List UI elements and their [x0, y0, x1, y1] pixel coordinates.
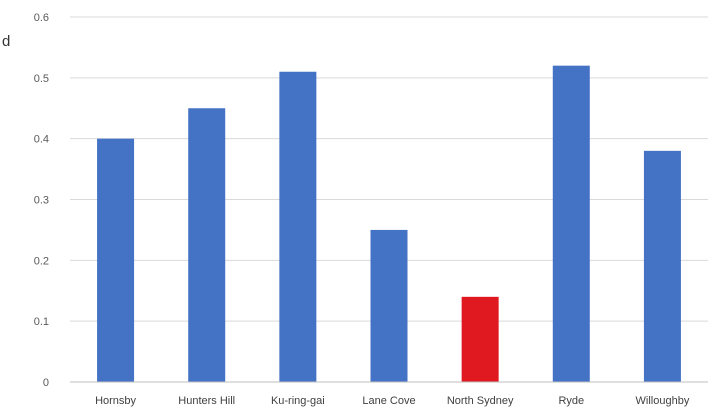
bar-lane-cove [370, 229, 408, 382]
bars [97, 65, 681, 383]
x-category-label: Hornsby [95, 395, 136, 407]
y-tick-label: 0 [43, 377, 49, 389]
y-tick-label: 0.4 [34, 134, 49, 146]
bar-ryde [552, 65, 590, 383]
y-tick-label: 0.5 [34, 73, 49, 85]
y-tick-label: 0.6 [34, 12, 49, 24]
x-category-label: North Sydney [447, 395, 514, 407]
y-tick-label: 0.3 [34, 195, 49, 207]
y-tick-label: 0.2 [34, 255, 49, 267]
y-tick-label: 0.1 [34, 316, 49, 328]
gridlines [70, 16, 708, 322]
x-category-label: Lane Cove [362, 395, 415, 407]
bar-ku-ring-gai [279, 71, 317, 382]
cropped-edge-text: d [2, 33, 10, 50]
x-category-label: Willoughby [636, 395, 690, 407]
bar-hornsby [97, 138, 135, 382]
x-category-label: Ku-ring-gai [271, 395, 325, 407]
y-axis-tick-labels: 0 0.1 0.2 0.3 0.4 0.5 0.6 [34, 12, 49, 389]
x-category-label: Hunters Hill [178, 395, 235, 407]
x-axis-category-labels: Hornsby Hunters Hill Ku-ring-gai Lane Cove N… [95, 395, 690, 407]
bar-hunters-hill [188, 108, 226, 382]
bar-willoughby [643, 150, 681, 382]
bar-north-sydney [461, 296, 499, 382]
x-category-label: Ryde [558, 395, 584, 407]
